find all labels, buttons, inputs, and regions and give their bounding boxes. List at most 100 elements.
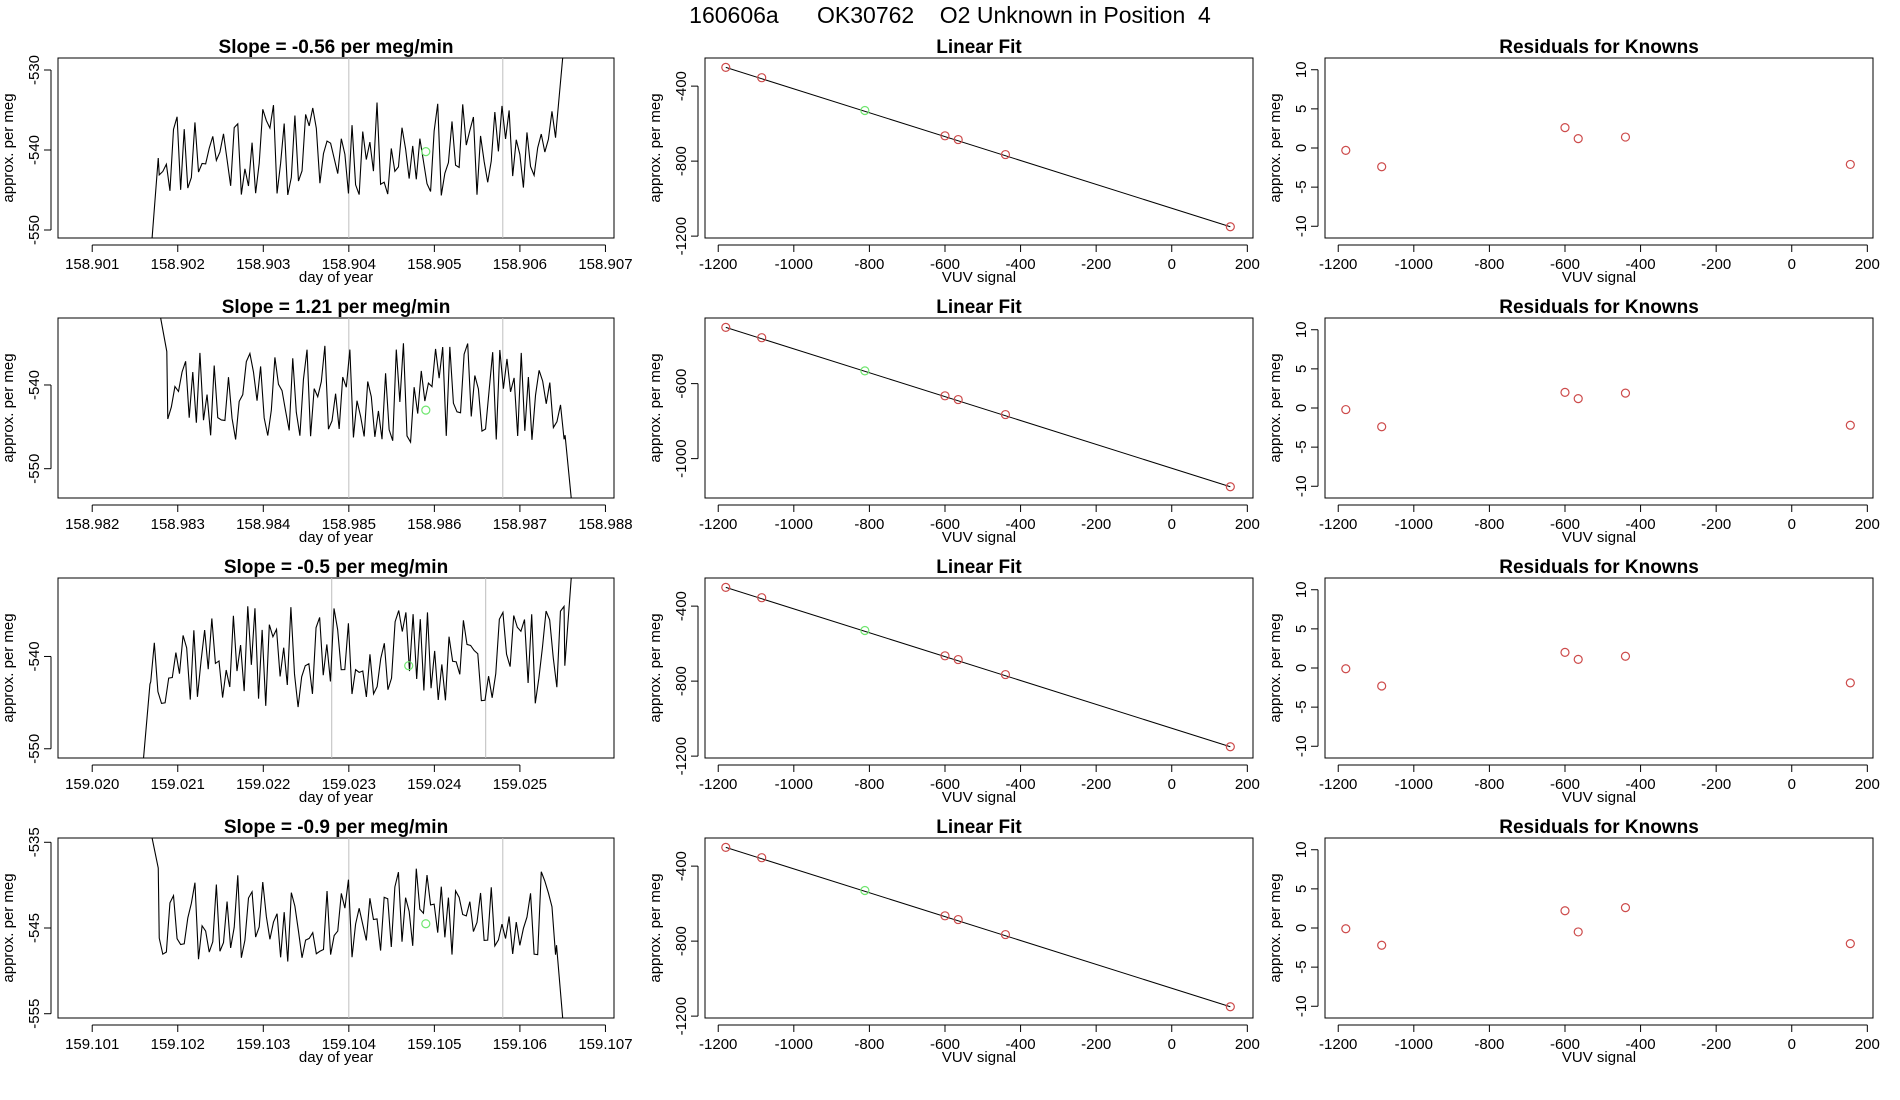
x-tick-label: 158.985 (322, 516, 376, 533)
panel-title: Linear Fit (936, 297, 1022, 318)
y-tick-label: -5 (1293, 440, 1310, 453)
y-axis-label: approx. per meg (647, 613, 664, 722)
panel-3: Slope = -0.5 per meg/min 159.020 159.021 15… (0, 557, 615, 806)
y-tick-label: -400 (673, 591, 690, 621)
known-point (1377, 162, 1387, 172)
y-tick-label: 5 (1293, 885, 1310, 893)
x-axis-label: day of year (299, 789, 373, 806)
x-tick-label: 158.906 (493, 256, 547, 273)
unknown-point (860, 625, 870, 636)
panel-title: Linear Fit (936, 557, 1022, 578)
y-tick-label: -1000 (673, 439, 690, 477)
y-tick-label: -1200 (673, 997, 690, 1035)
panel-title: Slope = 1.21 per meg/min (222, 297, 451, 318)
x-tick-label: -1000 (1395, 776, 1433, 793)
x-tick-label: 159.102 (151, 1036, 205, 1053)
x-tick-label: -800 (854, 1036, 884, 1053)
x-tick-label: 200 (1855, 256, 1880, 273)
plot-area (721, 62, 1235, 232)
known-point (1225, 742, 1235, 752)
x-tick-label: 158.901 (65, 256, 119, 273)
known-point (1620, 132, 1631, 142)
plot-frame (1324, 57, 1874, 239)
x-tick-label: 200 (1855, 776, 1880, 793)
x-tick-label: 158.982 (65, 516, 119, 533)
x-tick-label: 0 (1788, 1036, 1796, 1053)
fit-line (725, 586, 1231, 748)
known-point (1225, 1002, 1235, 1012)
y-tick-label: -540 (26, 641, 43, 671)
y-axis-label: approx. per meg (1267, 613, 1284, 722)
y-tick-label: -5 (1293, 700, 1310, 713)
panel-7: Linear Fit -1200 -1000 -800 -600 -400 -200 0 200… (647, 557, 1260, 806)
known-point (1845, 939, 1855, 949)
y-tick-label: -10 (1293, 215, 1310, 237)
panel-title: Residuals for Knowns (1499, 297, 1699, 318)
plot-area (721, 322, 1235, 492)
y-axis-label: approx. per meg (647, 873, 664, 982)
plot-frame (704, 57, 1254, 239)
x-tick-label: -200 (1081, 256, 1111, 273)
unknown-point (860, 105, 870, 116)
x-tick-label: 200 (1235, 256, 1260, 273)
y-axis-label: approx. per meg (1267, 873, 1284, 982)
plot-frame (57, 837, 615, 1019)
y-axis-label: approx. per meg (0, 93, 17, 202)
known-point (1000, 929, 1011, 940)
x-tick-label: 200 (1855, 1036, 1880, 1053)
plot-area (1341, 903, 1855, 950)
known-point (1225, 482, 1235, 492)
fit-line (725, 846, 1231, 1008)
x-tick-label: 159.024 (407, 776, 461, 793)
known-point (1225, 222, 1235, 232)
y-tick-label: 0 (1293, 924, 1310, 932)
y-tick-label: -400 (673, 851, 690, 881)
series-line (160, 318, 572, 498)
fit-line (725, 66, 1231, 228)
x-tick-label: 0 (1168, 256, 1176, 273)
panel-title: Residuals for Knowns (1499, 557, 1699, 578)
known-point (1341, 145, 1351, 155)
y-tick-label: -400 (673, 71, 690, 101)
known-point (1573, 134, 1583, 144)
x-tick-label: -1000 (1395, 256, 1433, 273)
known-point (721, 322, 731, 332)
x-tick-label: -400 (1006, 256, 1036, 273)
x-tick-label: -1000 (775, 516, 813, 533)
x-tick-label: 158.986 (407, 516, 461, 533)
known-point (1000, 669, 1011, 680)
fit-line (725, 326, 1231, 488)
x-tick-label: 159.020 (65, 776, 119, 793)
panel-10: Residuals for Knowns-1200 -1000 -800 -600 -4… (1267, 297, 1880, 546)
x-tick-label: -200 (1701, 516, 1731, 533)
x-tick-label: 200 (1235, 1036, 1260, 1053)
panel-title: Linear Fit (936, 37, 1022, 58)
x-tick-label: -400 (1006, 1036, 1036, 1053)
x-tick-label: 159.021 (151, 776, 205, 793)
plot-frame (57, 57, 615, 239)
x-axis-label: day of year (299, 1049, 373, 1066)
x-tick-label: -200 (1081, 776, 1111, 793)
x-tick-label: -800 (1474, 516, 1504, 533)
known-point (1573, 654, 1583, 664)
x-axis-label: day of year (299, 529, 373, 546)
plot-frame (1324, 837, 1874, 1019)
plot-area (151, 58, 564, 238)
x-axis-label: VUV signal (942, 529, 1016, 546)
x-tick-label: -200 (1081, 1036, 1111, 1053)
x-tick-label: -1200 (1319, 1036, 1357, 1053)
known-point (757, 73, 767, 83)
x-tick-label: 0 (1788, 256, 1796, 273)
x-tick-label: 200 (1855, 516, 1880, 533)
panel-1: Slope = -0.56 per meg/min 158.901 158.902 1… (0, 37, 633, 286)
x-tick-label: -600 (930, 516, 960, 533)
x-tick-label: -400 (1006, 776, 1036, 793)
known-point (1573, 394, 1583, 404)
x-tick-label: -1000 (775, 776, 813, 793)
x-axis-label: VUV signal (1562, 789, 1636, 806)
x-tick-label: -200 (1701, 776, 1731, 793)
known-point (1845, 420, 1855, 430)
unknown-point (421, 405, 431, 415)
y-axis-label: approx. per meg (647, 353, 664, 462)
panel-4: Slope = -0.9 per meg/min 159.101 159.102 15… (0, 817, 633, 1066)
